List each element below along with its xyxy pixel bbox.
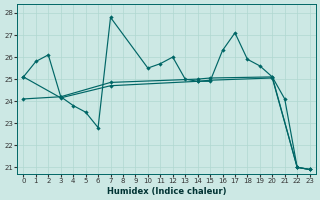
X-axis label: Humidex (Indice chaleur): Humidex (Indice chaleur) (107, 187, 226, 196)
